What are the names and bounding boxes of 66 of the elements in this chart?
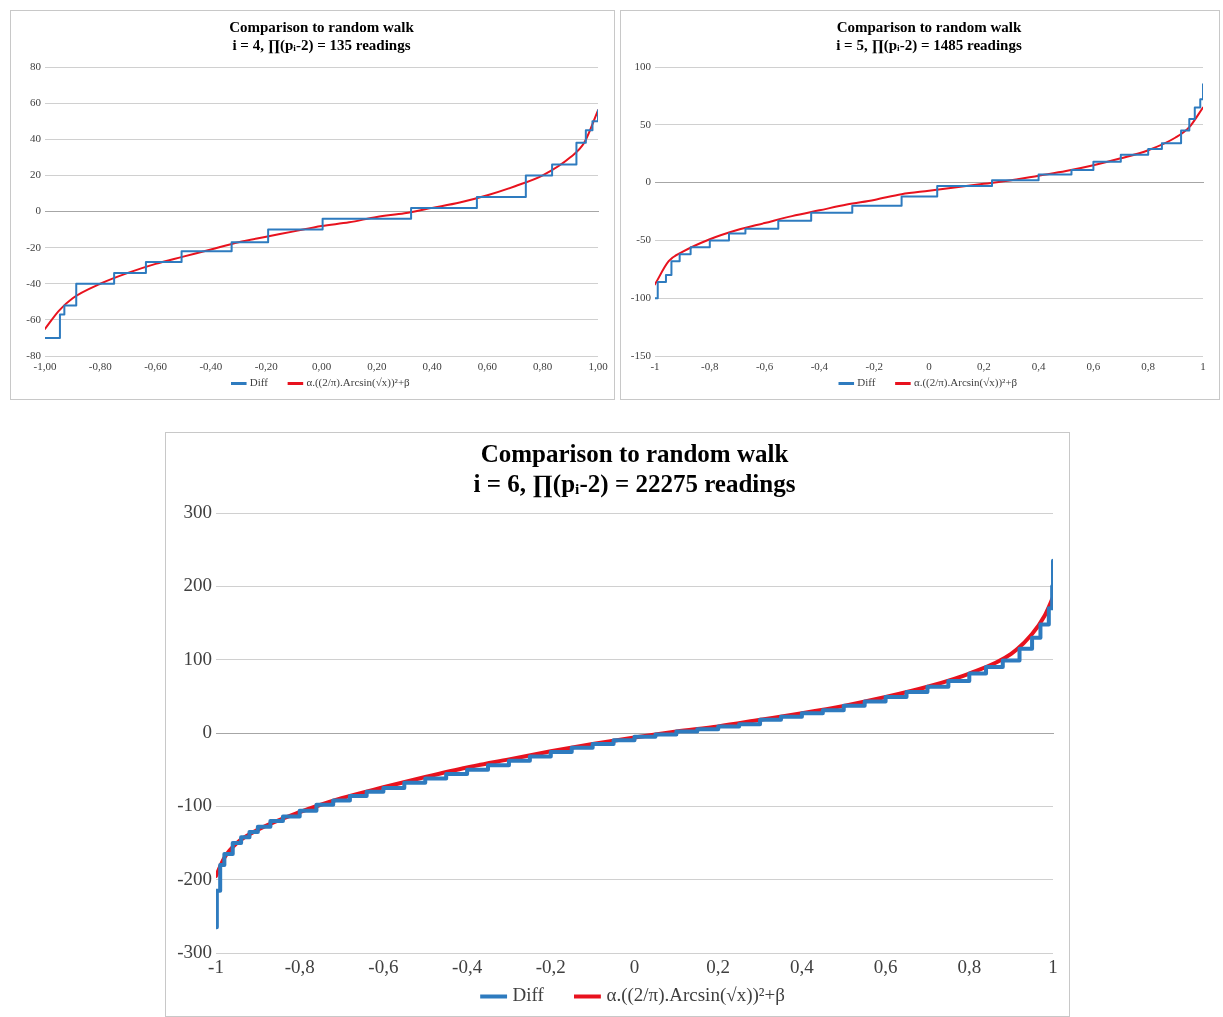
- x-tick-label: 0,20: [367, 360, 387, 373]
- x-tick-label: -0,6: [755, 360, 774, 373]
- y-tick-label: -60: [26, 312, 42, 325]
- x-tick-label: 0,4: [790, 956, 815, 978]
- x-tick-label: -0,2: [865, 360, 883, 373]
- x-tick-label: -0,8: [284, 956, 315, 978]
- y-tick-label: 200: [183, 574, 212, 596]
- x-tick-label: 0,4: [1031, 360, 1046, 373]
- y-tick-label: 0: [202, 720, 212, 742]
- x-tick-label: 0,2: [706, 956, 731, 978]
- chart-subtitle: i = 5, ∏(pᵢ-2) = 1485 readings: [836, 36, 1022, 54]
- x-tick-label: -0,6: [368, 956, 399, 978]
- y-tick-label: 0: [645, 175, 652, 188]
- y-tick-label: -50: [636, 233, 652, 246]
- legend-label: Diff: [512, 984, 545, 1006]
- x-tick-label: 0,8: [1141, 360, 1156, 373]
- legend-label: α.((2/π).Arcsin(√x))²+β: [606, 984, 785, 1007]
- x-tick-label: 0,6: [873, 956, 898, 978]
- x-tick-label: 0,00: [311, 360, 332, 373]
- legend-label: α.((2/π).Arcsin(√x))²+β: [913, 376, 1018, 390]
- x-tick-label: 0,60: [477, 360, 498, 373]
- y-tick-label: 0: [35, 204, 42, 217]
- chart-title: Comparison to random walk: [480, 440, 789, 468]
- x-tick-label: 0,8: [957, 956, 982, 978]
- x-tick-label: -0,4: [452, 956, 483, 978]
- legend-label: Diff: [857, 376, 876, 389]
- x-tick-label: -1: [650, 360, 660, 373]
- y-tick-label: -80: [26, 348, 42, 361]
- legend-label: α.((2/π).Arcsin(√x))²+β: [306, 376, 411, 390]
- x-tick-label: -0,2: [535, 956, 566, 978]
- chart-subtitle: i = 6, ∏(pᵢ-2) = 22275 readings: [473, 470, 796, 499]
- x-tick-label: 1,00: [588, 360, 609, 373]
- y-tick-label: -100: [630, 291, 652, 304]
- x-tick-label: -0,40: [199, 360, 223, 373]
- chart-title: Comparison to random walk: [229, 18, 415, 35]
- y-tick-label: 20: [30, 168, 42, 181]
- x-tick-label: -0,80: [88, 360, 113, 373]
- legend-label: Diff: [249, 376, 269, 389]
- y-tick-label: -20: [26, 240, 42, 253]
- x-tick-label: -0,8: [701, 360, 719, 373]
- y-tick-label: 60: [30, 96, 42, 109]
- y-tick-label: -100: [177, 794, 212, 816]
- x-tick-label: 1: [1200, 360, 1206, 373]
- x-tick-label: 0,80: [533, 360, 553, 373]
- chart-title: Comparison to random walk: [836, 18, 1022, 35]
- y-tick-label: 80: [30, 59, 42, 72]
- y-tick-label: -40: [26, 276, 42, 289]
- x-tick-label: -0,4: [810, 360, 829, 373]
- y-tick-label: -150: [630, 348, 652, 361]
- y-tick-label: 50: [640, 117, 652, 130]
- y-tick-label: 300: [183, 500, 212, 522]
- chart-subtitle: i = 4, ∏(pᵢ-2) = 135 readings: [232, 36, 411, 54]
- x-tick-label: 0,6: [1086, 360, 1101, 373]
- x-tick-label: 0,2: [976, 360, 991, 373]
- y-tick-label: 100: [183, 647, 212, 669]
- x-tick-label: 1: [1048, 956, 1058, 978]
- y-tick-label: -300: [177, 940, 212, 962]
- x-tick-label: -1,00: [33, 360, 57, 373]
- line-series: [655, 106, 1203, 286]
- y-tick-label: 40: [30, 132, 42, 145]
- y-tick-label: 100: [634, 59, 652, 72]
- y-tick-label: -200: [177, 867, 212, 889]
- x-tick-label: -0,60: [144, 360, 168, 373]
- x-tick-label: 0,40: [422, 360, 443, 373]
- x-tick-label: -0,20: [254, 360, 279, 373]
- x-tick-label: 0: [926, 360, 933, 373]
